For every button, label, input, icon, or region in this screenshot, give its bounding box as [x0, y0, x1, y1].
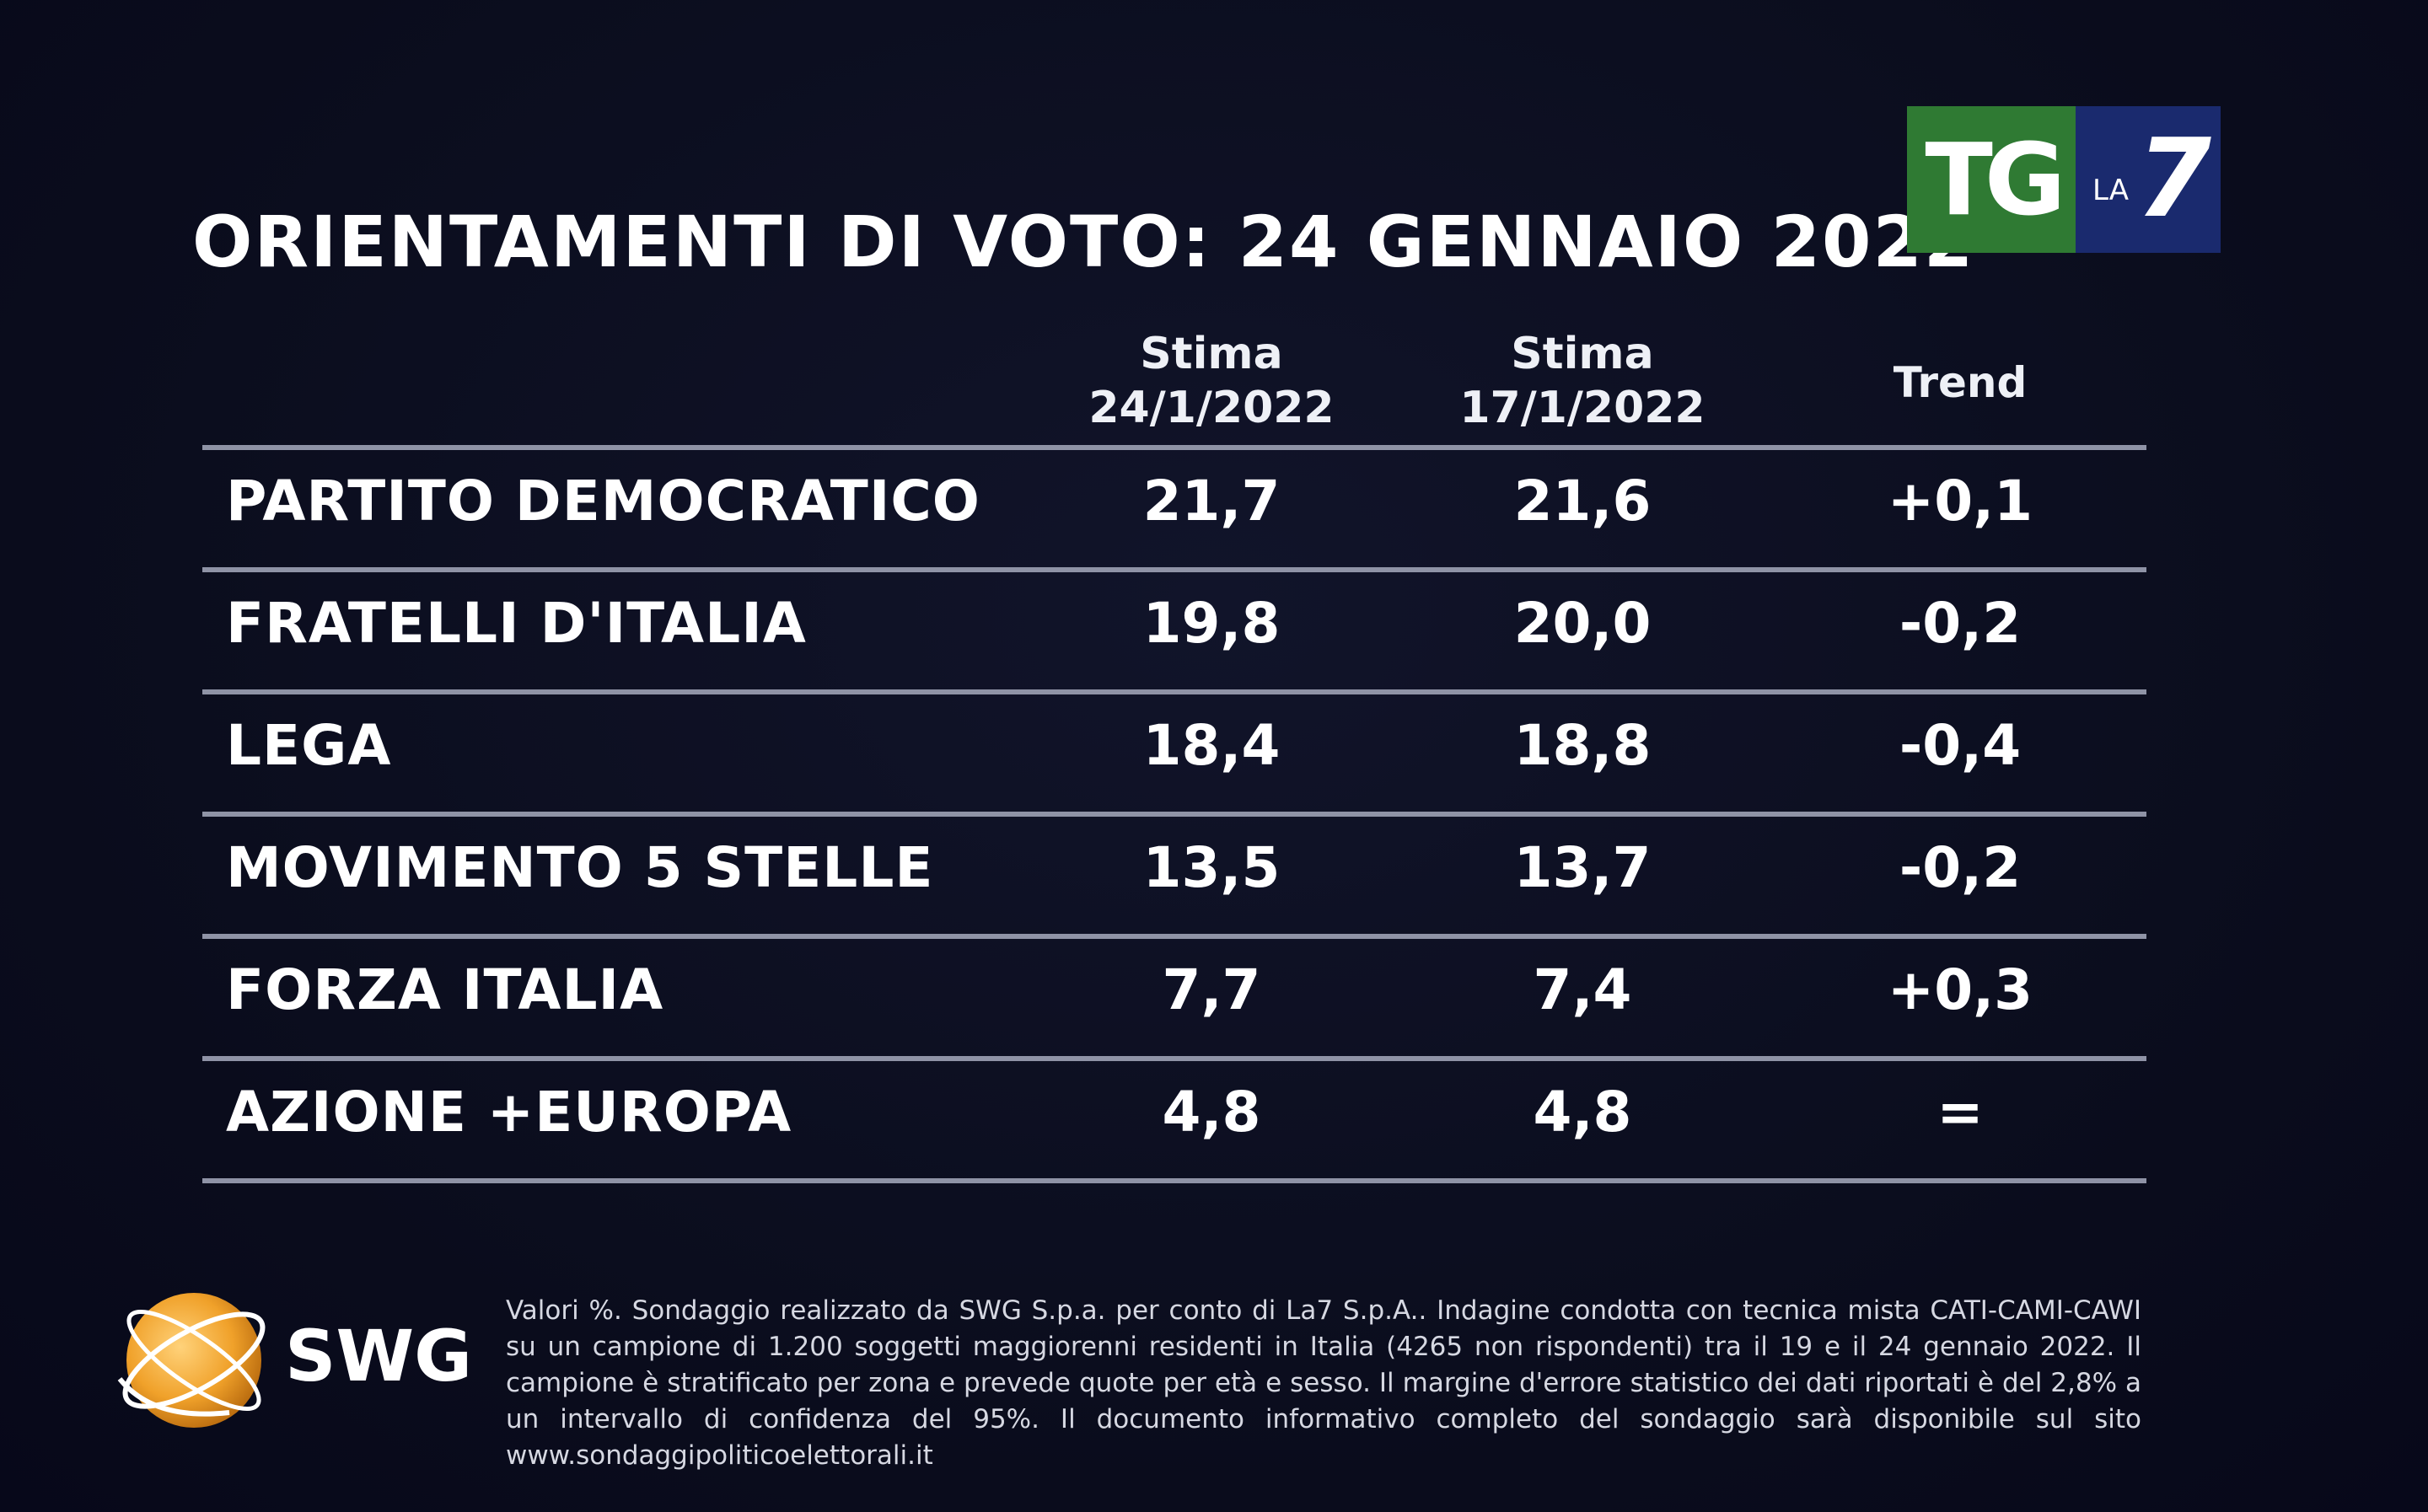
value-previous: 18,8 — [1513, 713, 1652, 778]
page-title: ORIENTAMENTI DI VOTO: 24 GENNAIO 2022 — [192, 201, 1975, 283]
value-current: 18,4 — [1142, 713, 1281, 778]
value-current: 21,7 — [1142, 469, 1281, 533]
la7-logo-seven: 7 — [2136, 116, 2212, 242]
table-rule — [202, 1178, 2146, 1183]
value-current: 4,8 — [1162, 1080, 1261, 1145]
la7-logo-block: LA 7 — [2076, 106, 2221, 253]
party-label: LEGA — [226, 713, 392, 778]
table-rule-top — [202, 445, 2146, 450]
table-rule — [202, 567, 2146, 572]
party-label: AZIONE +EUROPA — [226, 1080, 792, 1145]
tg-la7-logo: TG LA 7 — [1907, 106, 2221, 253]
table-rule — [202, 689, 2146, 694]
column-header-trend-label: Trend — [1893, 358, 2028, 407]
column-header-previous-line1: Stima — [1511, 329, 1654, 379]
value-current: 13,5 — [1142, 835, 1281, 900]
value-previous: 13,7 — [1513, 835, 1652, 900]
swg-orbit-2 — [126, 1309, 261, 1412]
party-label: MOVIMENTO 5 STELLE — [226, 835, 934, 900]
value-trend: -0,2 — [1899, 835, 2022, 900]
value-previous: 20,0 — [1513, 591, 1652, 656]
la7-logo-la: LA — [2092, 174, 2129, 207]
swg-orbit-1 — [122, 1311, 266, 1409]
party-label: PARTITO DEMOCRATICO — [226, 469, 980, 533]
tg-logo-text: TG — [1907, 106, 2076, 253]
value-trend: -0,2 — [1899, 591, 2022, 656]
swg-brand-text: SWG — [285, 1315, 473, 1397]
column-header-current: Stima 24/1/2022 — [1085, 327, 1338, 435]
swg-globe — [126, 1293, 261, 1428]
value-current: 19,8 — [1142, 591, 1281, 656]
column-header-previous-line2: 17/1/2022 — [1459, 383, 1706, 433]
value-previous: 7,4 — [1533, 957, 1632, 1022]
value-current: 7,7 — [1162, 957, 1261, 1022]
column-header-current-line1: Stima — [1140, 329, 1283, 379]
value-trend: +0,1 — [1887, 469, 2033, 533]
swg-swoosh — [117, 1377, 230, 1417]
column-header-previous: Stima 17/1/2022 — [1456, 327, 1709, 435]
swg-globe-logo — [117, 1293, 266, 1428]
column-header-current-line2: 24/1/2022 — [1088, 383, 1335, 433]
value-previous: 4,8 — [1533, 1080, 1632, 1145]
value-previous: 21,6 — [1513, 469, 1652, 533]
value-trend: +0,3 — [1887, 957, 2033, 1022]
methodology-footnote: Valori %. Sondaggio realizzato da SWG S.… — [506, 1295, 2141, 1471]
table-rule — [202, 1056, 2146, 1061]
column-header-trend: Trend — [1834, 356, 2087, 410]
value-trend: = — [1936, 1080, 1984, 1145]
value-trend: -0,4 — [1899, 713, 2022, 778]
party-label: FORZA ITALIA — [226, 957, 664, 1022]
party-label: FRATELLI D'ITALIA — [226, 591, 807, 656]
table-rule — [202, 812, 2146, 817]
table-rule — [202, 934, 2146, 939]
